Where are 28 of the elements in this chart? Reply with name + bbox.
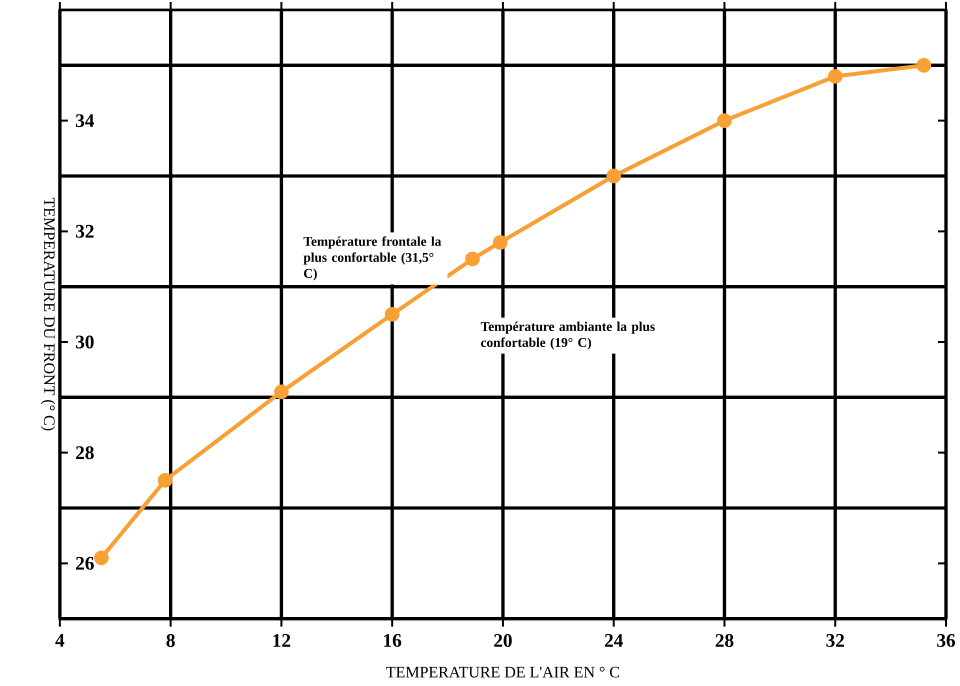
- point: [158, 473, 172, 488]
- point: [916, 58, 932, 73]
- y-tick-label: 30: [76, 336, 94, 349]
- x-tick-label: 28: [716, 634, 734, 648]
- x-tick-label: 8: [166, 634, 175, 648]
- y-tick-label: 32: [76, 225, 94, 238]
- annotation: Température frontale la plus confortable (31,5° C): [304, 236, 442, 281]
- y-tick-label: 28: [76, 446, 94, 460]
- point: [606, 168, 622, 184]
- x-tick-label: 20: [494, 634, 512, 648]
- point: [465, 252, 480, 267]
- point: [94, 550, 109, 566]
- x-tick-label: 24: [604, 634, 623, 647]
- x-tick-label: 32: [826, 634, 844, 648]
- x-tick-label: 16: [384, 634, 402, 648]
- x-tick-label: 12: [273, 634, 290, 647]
- y-axis-title: TEMPERATURE DU FRONT (° C): [40, 198, 56, 431]
- point: [828, 69, 843, 84]
- x-axis-title: TEMPERATURE DE L'AIR EN ° C: [386, 666, 620, 678]
- point: [717, 114, 732, 128]
- y-tick-label: 26: [76, 557, 94, 570]
- annotation: Température ambiante la plus confortable (19° C): [480, 322, 655, 350]
- point: [492, 235, 508, 250]
- point: [384, 307, 400, 322]
- point: [274, 384, 289, 400]
- x-tick-label: 4: [55, 634, 64, 647]
- x-tick-label: 36: [937, 634, 956, 648]
- y-tick-label: 34: [76, 114, 94, 128]
